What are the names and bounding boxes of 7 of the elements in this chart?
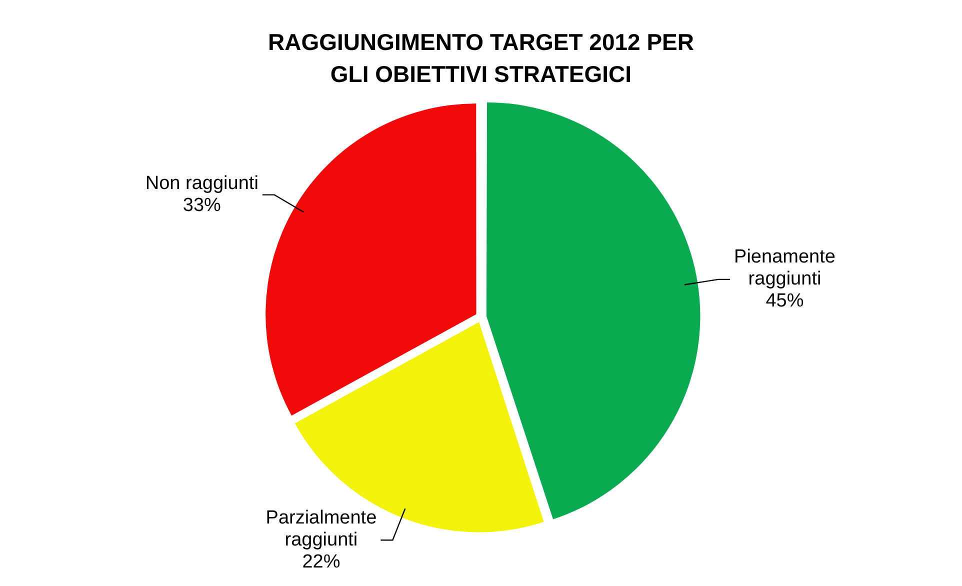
- slice-label: Pienamente raggiunti: [734, 246, 836, 290]
- slice-label: Parzialmente raggiunti: [266, 507, 377, 550]
- data-label: 22%: [302, 551, 340, 572]
- data-label: 33%: [182, 195, 222, 216]
- data-label: 45%: [766, 290, 804, 312]
- slice-label: Non raggiunti: [145, 173, 258, 194]
- chart-title: RAGGIUNGIMENTO TARGET 2012 PER GLI OBIETTIVI STRATEGICI: [267, 28, 695, 89]
